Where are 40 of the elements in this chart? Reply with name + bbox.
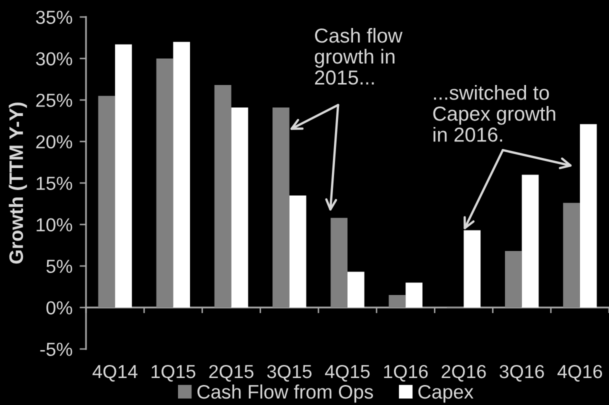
annotation: ...switched to Capex growth in 2016. — [433, 85, 556, 142]
bar — [504, 251, 522, 308]
bar — [272, 107, 290, 308]
bar — [388, 295, 406, 308]
bar — [330, 218, 348, 308]
bar — [406, 282, 422, 308]
annotation: Cash flow growth in 2015... — [314, 28, 402, 85]
x-tick-label: 3Q15 — [267, 364, 312, 382]
x-tick-label: 1Q15 — [152, 364, 196, 382]
x-tick-label: 4Q16 — [557, 364, 602, 382]
y-axis-title: Growth (TTM Y-Y) — [8, 102, 27, 264]
bar — [522, 174, 539, 308]
legend-label: Capex — [418, 384, 474, 403]
y-tick-label: -5% — [40, 342, 72, 356]
bar — [464, 230, 481, 308]
x-tick-label: 2Q15 — [209, 364, 254, 382]
bar — [580, 124, 597, 308]
y-tick-label: 30% — [36, 52, 72, 66]
y-tick-label: 25% — [36, 94, 72, 107]
bar — [115, 44, 132, 308]
y-tick-label: 5% — [46, 260, 72, 273]
x-tick-label: 4Q15 — [325, 364, 370, 382]
bar — [348, 272, 364, 308]
y-tick-label: 20% — [36, 135, 72, 148]
x-tick-label: 4Q14 — [92, 364, 138, 382]
y-tick-label: 10% — [36, 218, 72, 232]
bar — [289, 195, 306, 308]
bar — [231, 107, 248, 308]
bar — [214, 85, 232, 308]
y-tick-label: 0% — [46, 301, 72, 314]
bar — [563, 202, 580, 308]
y-tick-label: 15% — [36, 176, 72, 190]
bar — [156, 58, 174, 308]
y-tick-label: 35% — [36, 10, 72, 24]
x-tick-label: 1Q16 — [384, 364, 428, 382]
legend-label: Cash Flow from Ops — [197, 384, 373, 403]
bar — [98, 96, 116, 308]
x-tick-label: 3Q16 — [500, 364, 544, 382]
bar — [173, 42, 190, 308]
x-tick-label: 2Q16 — [442, 364, 486, 382]
